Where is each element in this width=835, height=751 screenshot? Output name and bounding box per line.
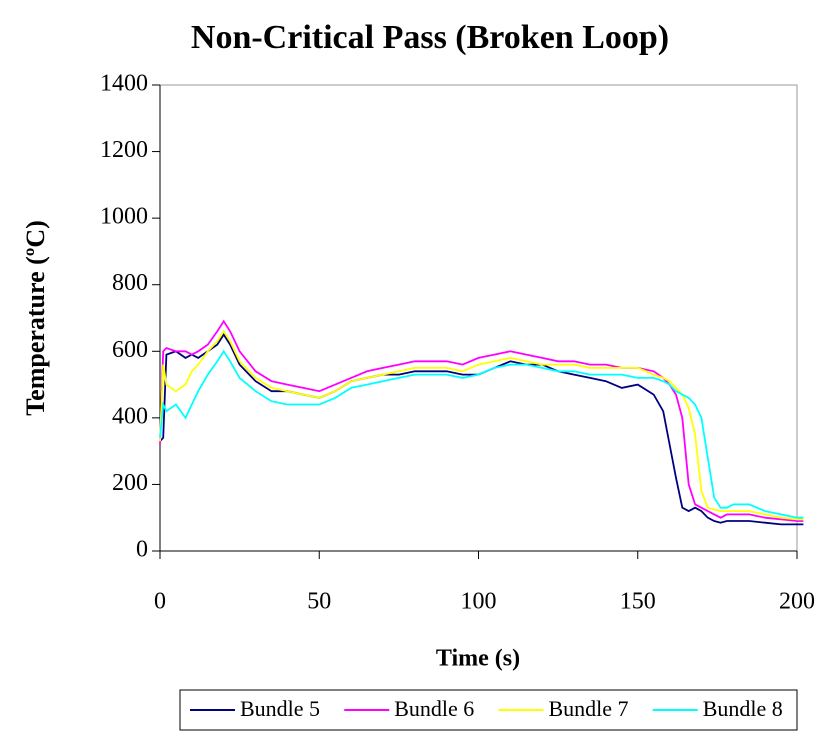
x-tick-label: 0 (154, 589, 166, 615)
y-tick-label: 800 (112, 270, 148, 296)
y-tick-label: 400 (112, 403, 148, 429)
x-tick-label: 150 (620, 589, 656, 615)
legend-label: Bundle 7 (549, 696, 629, 721)
series-line (159, 319, 804, 522)
y-axis-label: Temperature (ºC) (21, 220, 50, 416)
legend-label: Bundle 5 (240, 696, 320, 721)
y-tick-label: 600 (112, 337, 148, 363)
y-tick-label: 0 (136, 537, 148, 563)
legend-label: Bundle 6 (394, 696, 474, 721)
x-tick-label: 100 (461, 589, 497, 615)
x-tick-label: 200 (779, 589, 815, 615)
y-tick-label: 1000 (100, 204, 148, 230)
x-tick-label: 50 (307, 589, 331, 615)
y-tick-label: 200 (112, 470, 148, 496)
x-axis-label: Time (s) (436, 646, 520, 672)
legend-box (179, 689, 798, 731)
y-tick-label: 1200 (100, 137, 148, 163)
plot-area (159, 84, 798, 552)
chart-title: Non-Critical Pass (Broken Loop) (191, 19, 669, 56)
series-line (159, 329, 804, 521)
legend-label: Bundle 8 (703, 696, 783, 721)
series-line (159, 349, 804, 519)
y-tick-label: 1400 (100, 71, 148, 97)
